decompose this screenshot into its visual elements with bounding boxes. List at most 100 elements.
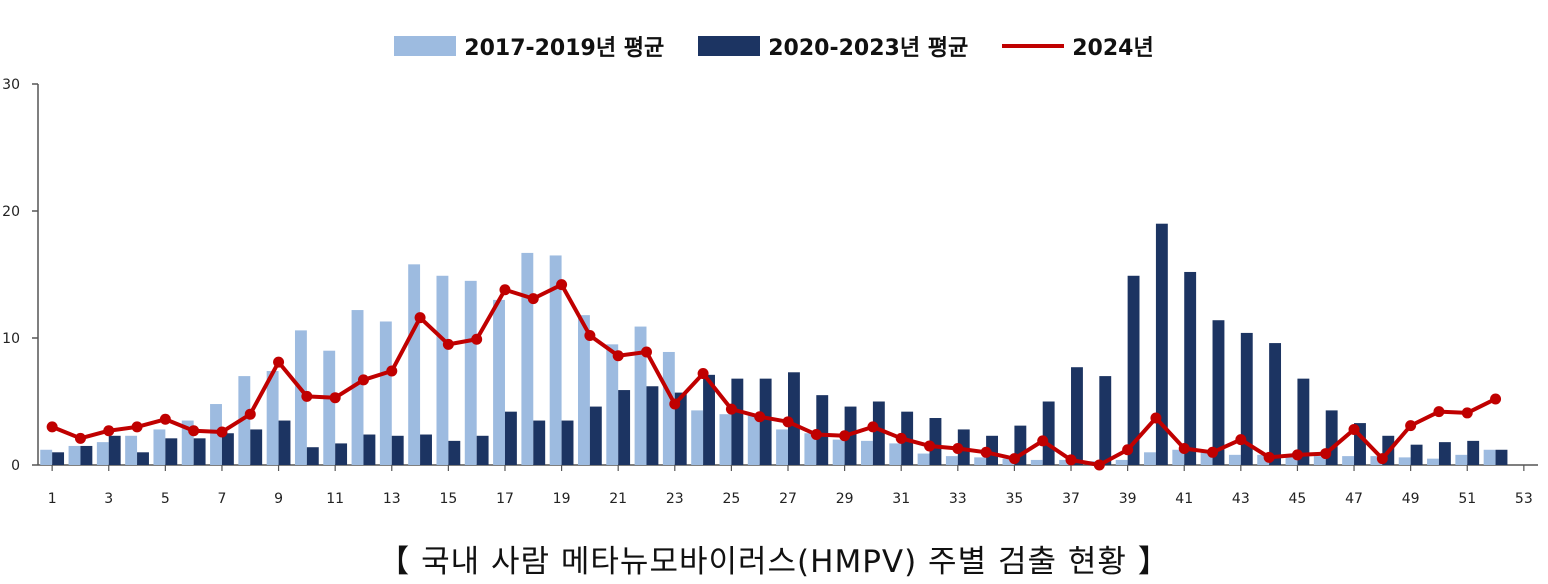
y-tick-label: 10 (2, 331, 20, 347)
bar-2017-2019 (747, 414, 760, 465)
bar-2017-2019 (153, 429, 166, 465)
bar-2017-2019 (464, 280, 477, 465)
bar-2017-2019 (521, 252, 534, 465)
point-2024 (301, 390, 313, 402)
bar-2017-2019 (210, 404, 222, 465)
x-tick-label: 53 (1515, 491, 1533, 507)
bar-2017-2019 (1455, 454, 1468, 465)
bar-2017-2019 (1342, 456, 1355, 465)
x-tick-label: 31 (892, 491, 910, 507)
legend-label-2017-2019: 2017-2019년 평균 (464, 36, 665, 61)
bar-2020-2023 (221, 433, 234, 465)
bar-2020-2023 (788, 372, 800, 465)
point-2024 (1490, 393, 1502, 405)
legend: 2017-2019년 평균 2020-2023년 평균 2024년 (0, 26, 1548, 66)
bar-2017-2019 (804, 433, 817, 465)
point-2024 (584, 329, 596, 341)
legend-swatch-red-line (1002, 36, 1065, 56)
point-2024 (1461, 407, 1473, 419)
bar-2017-2019 (125, 435, 138, 465)
bar-2020-2023 (193, 438, 206, 465)
bar-2020-2023 (1354, 423, 1366, 465)
bar-2017-2019 (776, 429, 788, 465)
point-2024 (329, 392, 341, 404)
x-tick-label: 29 (836, 491, 854, 507)
point-2024 (1235, 434, 1247, 446)
bar-2017-2019 (1285, 456, 1298, 465)
point-2024 (216, 426, 228, 438)
x-tick-label: 11 (326, 491, 344, 507)
bar-2020-2023 (703, 374, 715, 465)
bar-2017-2019 (549, 255, 562, 465)
bar-2017-2019 (493, 299, 505, 465)
x-tick-label: 37 (1062, 491, 1080, 507)
bar-2020-2023 (1071, 367, 1083, 465)
x-tick-label: 25 (722, 491, 740, 507)
point-2024 (386, 365, 398, 377)
bar-2017-2019 (1398, 457, 1411, 465)
bar-2017-2019 (96, 442, 109, 465)
x-tick-label: 23 (666, 491, 684, 507)
point-2024 (159, 413, 171, 425)
point-2024 (131, 421, 143, 433)
bar-2020-2023 (1099, 376, 1112, 465)
legend-item-2024: 2024년 (1002, 30, 1154, 62)
point-2024 (782, 416, 794, 428)
bar-2020-2023 (391, 435, 404, 465)
bar-2017-2019 (181, 420, 194, 465)
point-2024 (669, 398, 681, 410)
x-tick-label: 43 (1232, 491, 1250, 507)
bar-2017-2019 (1144, 452, 1156, 465)
point-2024 (1405, 420, 1417, 432)
bar-2020-2023 (1212, 320, 1225, 465)
x-tick-label: 13 (383, 491, 401, 507)
bar-2020-2023 (278, 420, 291, 465)
point-2024 (499, 284, 511, 296)
point-2024 (924, 440, 936, 452)
point-2024 (1433, 406, 1445, 418)
y-tick-label: 30 (2, 77, 20, 93)
bar-2020-2023 (476, 435, 489, 465)
legend-swatch-dark-bar (698, 36, 761, 56)
bar-2017-2019 (266, 371, 279, 465)
bar-2017-2019 (945, 456, 958, 465)
bar-2017-2019 (719, 414, 732, 465)
bar-2017-2019 (1257, 454, 1270, 465)
point-2024 (244, 408, 256, 420)
point-2024 (725, 403, 737, 415)
bar-2020-2023 (1042, 401, 1055, 465)
point-2024 (867, 421, 879, 433)
bar-2017-2019 (1313, 456, 1326, 465)
x-tick-label: 3 (104, 491, 113, 507)
point-2024 (414, 312, 426, 324)
bar-2020-2023 (1495, 449, 1508, 465)
bar-2020-2023 (1240, 332, 1253, 465)
legend-label-2024: 2024년 (1072, 36, 1154, 61)
point-2024 (1008, 453, 1020, 465)
x-tick-label: 35 (1006, 491, 1024, 507)
bar-2020-2023 (1438, 442, 1451, 465)
x-tick-label: 19 (553, 491, 571, 507)
x-tick-label: 47 (1345, 491, 1363, 507)
bar-2020-2023 (929, 418, 942, 465)
bar-2020-2023 (561, 420, 574, 465)
point-2024 (1376, 453, 1388, 465)
bar-2017-2019 (238, 376, 251, 465)
bar-2017-2019 (1427, 458, 1439, 465)
bar-2020-2023 (420, 434, 432, 465)
chart-caption: 【 국내 사람 메타뉴모바이러스(HMPV) 주별 검출 현황 】 (378, 544, 1170, 580)
bar-2020-2023 (363, 434, 376, 465)
point-2024 (273, 356, 285, 368)
bar-2017-2019 (294, 330, 307, 465)
bar-2020-2023 (1014, 425, 1027, 465)
bar-2020-2023 (1127, 275, 1140, 465)
bar-2017-2019 (1030, 459, 1043, 465)
bar-2017-2019 (832, 439, 845, 465)
point-2024 (697, 368, 709, 380)
point-2024 (754, 411, 766, 423)
bar-2020-2023 (306, 447, 319, 465)
point-2024 (1150, 412, 1162, 424)
legend-item-2017-2019: 2017-2019년 평균 (394, 30, 664, 62)
